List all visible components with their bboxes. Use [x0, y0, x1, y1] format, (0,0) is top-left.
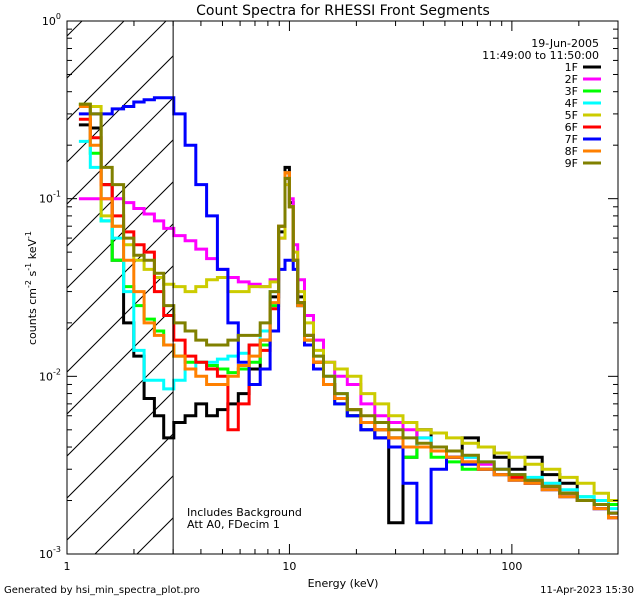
series-line-7F: [78, 96, 618, 525]
hatch-line: [263, 0, 640, 554]
series-line-4F: [78, 139, 618, 511]
series-line-5F: [78, 102, 618, 502]
series-line-2F: [78, 176, 618, 520]
legend-label-2F: 2F: [565, 73, 578, 86]
attenuator-hatch-region: [67, 0, 640, 554]
plot-frame: [66, 20, 619, 555]
axis-ticks: 1 10 100 100 10-1 10-2 10-3: [39, 12, 619, 573]
series-line-6F: [78, 117, 618, 515]
series-line-9F: [78, 102, 618, 515]
x-axis-label: Energy (keV): [308, 577, 379, 590]
y-axis-label: counts cm-2 s-1 keV-1: [24, 231, 39, 345]
legend-label-6F: 6F: [565, 121, 578, 134]
series-line-3F: [78, 102, 618, 506]
y-tick-label: 100: [42, 12, 61, 28]
legend-label-8F: 8F: [565, 145, 578, 158]
hatch-line: [67, 21, 83, 37]
chart-title: Count Spectra for RHESSI Front Segments: [196, 3, 490, 19]
y-tick-label: 10-1: [39, 190, 61, 206]
hatch-line: [67, 181, 174, 289]
legend-label-7F: 7F: [565, 133, 578, 146]
legend-label-9F: 9F: [565, 157, 578, 170]
series-lines: [78, 96, 618, 525]
legend-label-3F: 3F: [565, 85, 578, 98]
generated-by-footer: Generated by hsi_min_spectra_plot.pro: [4, 585, 200, 596]
legend-label-4F: 4F: [565, 97, 578, 110]
hatch-line: [67, 433, 174, 541]
legend-label-5F: 5F: [565, 109, 578, 122]
y-tick-label: 10-2: [39, 367, 61, 383]
hatch-line: [67, 55, 174, 163]
date-label: 19-Jun-2005: [531, 37, 599, 50]
hatch-line: [94, 475, 174, 554]
x-tick-label: 1: [64, 560, 71, 573]
hatch-line: [67, 223, 174, 331]
timestamp-footer: 11-Apr-2023 15:30: [540, 585, 634, 596]
legend-label-1F: 1F: [565, 61, 578, 74]
time-range-label: 11:49:00 to 11:50:00: [482, 49, 599, 62]
hatch-line: [67, 21, 167, 121]
hatch-line: [67, 21, 125, 79]
x-tick-label: 100: [501, 560, 522, 573]
x-tick-label: 10: [282, 560, 296, 573]
attenuator-note: Att A0, FDecim 1: [187, 518, 280, 531]
hatch-line: [67, 307, 174, 415]
y-tick-label: 10-3: [39, 545, 61, 561]
hatch-line: [67, 391, 174, 499]
hatch-line: [67, 349, 174, 457]
background-note: Includes Background: [187, 506, 302, 519]
